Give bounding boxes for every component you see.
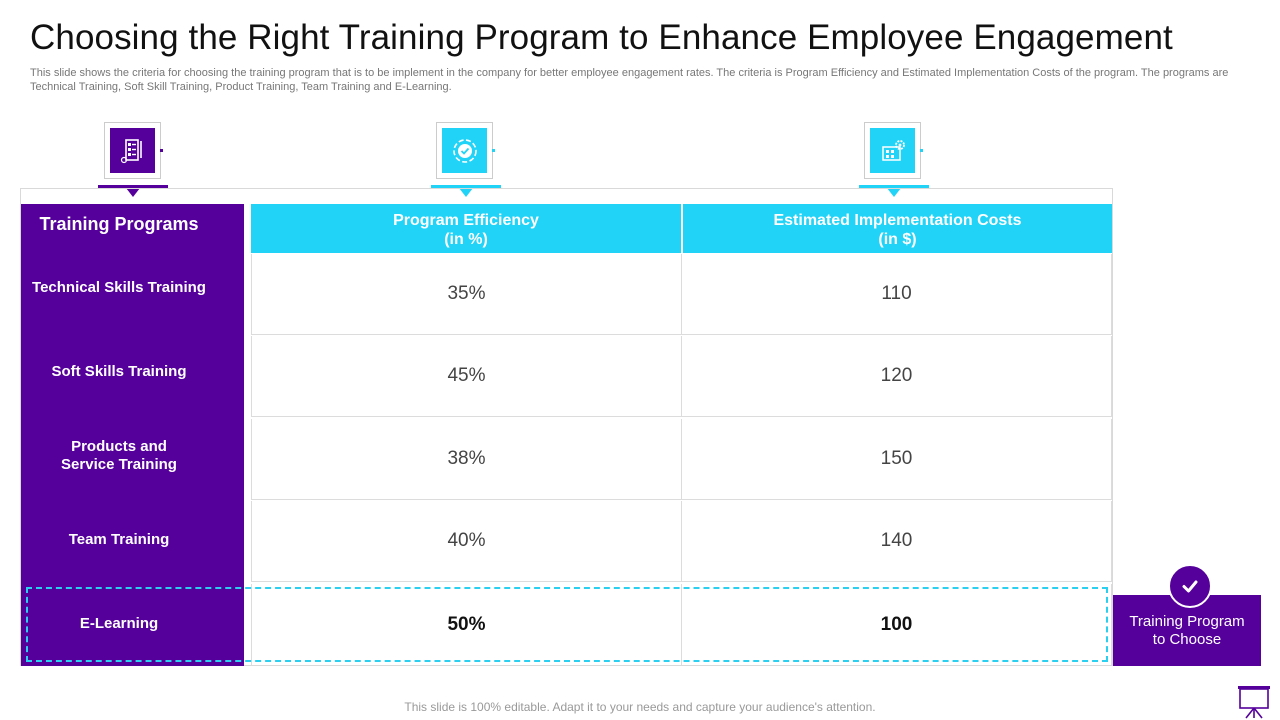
cost-cell: 150 <box>682 419 1112 500</box>
cost-cell: 120 <box>682 336 1112 417</box>
programs-icon-arrow <box>126 188 140 197</box>
program-label-line1: Soft Skills Training <box>51 363 187 380</box>
efficiency-cell: 40% <box>251 501 682 582</box>
efficiency-cell: 38% <box>251 419 682 500</box>
programs-icon-bar <box>98 185 168 189</box>
cost-header-line1: Estimated Implementation Costs <box>773 212 1022 229</box>
program-label-line1: Products and <box>71 438 167 455</box>
cost-tick <box>920 149 923 152</box>
efficiency-tick <box>492 149 495 152</box>
check-icon <box>1168 564 1212 608</box>
cost-cell-highlighted: 100 <box>682 584 1112 665</box>
callout-line2: to Choose <box>1152 631 1222 648</box>
programs-column: Training Programs Technical Skills Train… <box>21 204 244 666</box>
slide-footer: This slide is 100% editable. Adapt it to… <box>404 700 876 714</box>
efficiency-cell: 45% <box>251 336 682 417</box>
program-label-line1: Technical Skills Training <box>32 279 206 296</box>
cost-header-line2: (in $) <box>878 231 917 248</box>
efficiency-cell: 35% <box>251 254 682 335</box>
program-label-line2: Service Training <box>61 456 177 473</box>
cost-column-header: Estimated Implementation Costs (in $) <box>683 204 1112 253</box>
presentation-board-icon <box>1236 684 1272 720</box>
efficiency-header-line2: (in %) <box>444 231 488 248</box>
cost-icon-box <box>864 122 921 179</box>
program-label-line1: Team Training <box>68 531 170 548</box>
efficiency-column-header: Program Efficiency (in %) <box>251 204 681 253</box>
gear-check-icon <box>442 128 487 173</box>
programs-icon-box <box>104 122 161 179</box>
efficiency-icon-box <box>436 122 493 179</box>
program-row-label: Technical Skills Training <box>21 279 217 297</box>
slide-title: Choosing the Right Training Program to E… <box>30 18 1173 57</box>
program-row-label: Products and Service Training <box>21 438 217 474</box>
efficiency-icon-arrow <box>459 188 473 197</box>
programs-tick <box>160 149 163 152</box>
cost-cell: 140 <box>682 501 1112 582</box>
building-gear-icon <box>870 128 915 173</box>
callout-line1: Training Program <box>1129 613 1245 630</box>
program-row-label: E-Learning <box>21 615 217 633</box>
slide-subtitle: This slide shows the criteria for choosi… <box>30 67 1229 93</box>
program-row-label: Soft Skills Training <box>21 363 217 381</box>
efficiency-cell-highlighted: 50% <box>251 584 682 665</box>
programs-column-header: Training Programs <box>39 214 199 234</box>
efficiency-icon-bar <box>431 185 501 189</box>
cost-icon-arrow <box>887 188 901 197</box>
table-frame <box>20 188 1113 666</box>
checklist-icon <box>110 128 155 173</box>
selected-row-highlight <box>26 587 1108 662</box>
program-row-label: Team Training <box>21 531 217 549</box>
program-label-line1: E-Learning <box>79 615 159 632</box>
cost-icon-bar <box>859 185 929 189</box>
cost-cell: 110 <box>682 254 1112 335</box>
efficiency-header-line1: Program Efficiency <box>393 212 539 229</box>
